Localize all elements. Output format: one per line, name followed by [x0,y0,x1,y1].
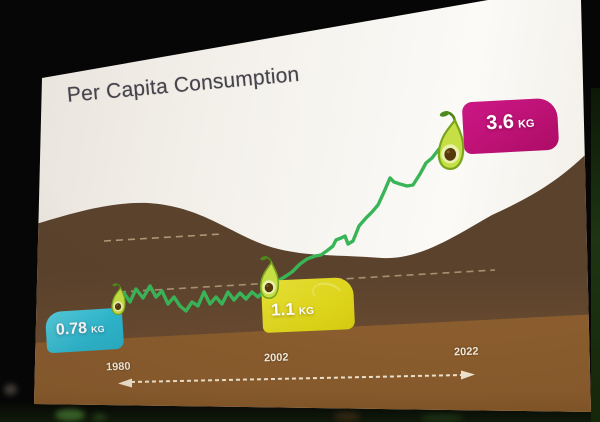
badge-2002-unit: KG [298,305,315,318]
consumption-line [113,141,449,313]
badge-1980-unit: KG [90,323,105,335]
timeline-arrow [118,370,475,388]
year-label-1980: 1980 [105,360,131,374]
stage-edge-glow [591,88,600,422]
gridline-dashed-upper [103,233,223,242]
badge-2002-value: 1.1 [270,299,296,320]
badge-watermark [309,279,346,309]
stage-light-glint [334,412,360,421]
year-label-2002: 2002 [263,351,289,365]
timeline-arrow-shaft [130,374,463,383]
stage-light-glint [92,414,107,421]
wall-speck [4,384,17,395]
badge-1980-value: 0.78 [55,319,88,339]
gridline-dashed-lower [118,269,496,293]
arrow-head-left [118,378,132,388]
year-label-2022: 2022 [453,345,479,359]
badge-1980: 0.78 KG [44,307,125,354]
soil-band [34,314,591,412]
badge-2022-value: 3.6 [485,110,515,135]
arrow-head-right [461,370,475,380]
stage-light-glint [420,414,464,422]
badge-2002: 1.1 KG [260,277,356,333]
badge-2022-unit: KG [517,117,535,131]
stage-light-glint [55,409,85,421]
badge-2022: 3.6 KG [461,97,560,155]
